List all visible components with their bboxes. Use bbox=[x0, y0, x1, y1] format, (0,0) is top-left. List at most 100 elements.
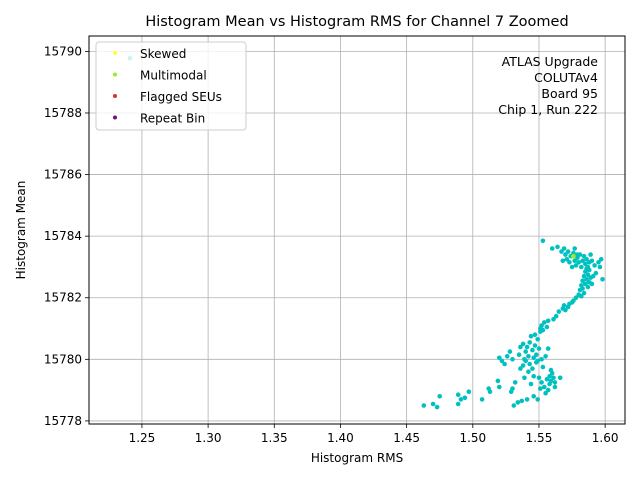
data-point bbox=[495, 378, 501, 384]
data-point bbox=[434, 404, 440, 410]
y-tick-label: 15780 bbox=[44, 352, 82, 366]
grid bbox=[89, 36, 625, 424]
data-point bbox=[571, 298, 576, 304]
x-tick-label: 1.35 bbox=[261, 431, 288, 445]
legend: Skewed Multimodal Flagged SEUs Repeat Bin bbox=[95, 41, 247, 131]
data-point bbox=[549, 246, 555, 251]
data-point bbox=[567, 260, 572, 265]
data-point bbox=[504, 354, 510, 359]
data-point bbox=[561, 246, 567, 251]
data-point bbox=[589, 281, 595, 287]
y-tick-label: 15782 bbox=[44, 291, 82, 305]
data-point bbox=[535, 397, 540, 402]
data-point bbox=[539, 357, 544, 362]
data-point bbox=[557, 375, 563, 381]
data-point bbox=[512, 380, 518, 385]
data-point bbox=[543, 390, 548, 396]
data-point bbox=[579, 264, 584, 270]
data-point bbox=[466, 389, 472, 395]
data-point bbox=[544, 324, 550, 330]
data-point bbox=[572, 258, 577, 264]
data-point bbox=[497, 355, 502, 361]
data-point bbox=[532, 332, 538, 338]
data-point bbox=[545, 387, 551, 393]
data-point bbox=[565, 249, 571, 254]
legend-marker bbox=[113, 51, 117, 55]
data-point bbox=[524, 397, 530, 402]
data-point bbox=[515, 400, 521, 405]
data-point bbox=[583, 261, 588, 267]
data-point bbox=[596, 260, 601, 265]
data-point bbox=[584, 257, 589, 262]
data-point bbox=[497, 384, 502, 390]
data-point bbox=[600, 277, 605, 282]
data-point bbox=[545, 318, 551, 324]
data-point bbox=[547, 374, 552, 379]
data-point bbox=[510, 386, 515, 391]
y-tick-label: 15784 bbox=[44, 229, 82, 243]
x-tick-label: 1.55 bbox=[526, 431, 553, 445]
data-point bbox=[560, 258, 566, 264]
data-point bbox=[528, 333, 534, 339]
data-point bbox=[522, 375, 527, 381]
data-point bbox=[523, 349, 528, 354]
data-point bbox=[437, 394, 443, 399]
data-point bbox=[534, 352, 539, 358]
chart-title: Histogram Mean vs Histogram RMS for Chan… bbox=[145, 14, 568, 30]
data-point bbox=[540, 327, 546, 333]
data-point bbox=[530, 347, 535, 353]
data-point bbox=[575, 255, 580, 260]
data-point bbox=[524, 344, 530, 350]
annotation-line: Chip 1, Run 222 bbox=[498, 102, 598, 117]
data-point bbox=[573, 263, 579, 268]
data-point bbox=[579, 293, 584, 299]
data-point bbox=[536, 346, 542, 351]
data-point bbox=[589, 258, 595, 264]
data-point bbox=[499, 358, 505, 364]
x-tick-label: 1.50 bbox=[459, 431, 486, 445]
data-point bbox=[563, 252, 568, 257]
data-point bbox=[563, 307, 568, 313]
data-point bbox=[592, 263, 597, 268]
data-point bbox=[548, 378, 554, 384]
data-points bbox=[127, 55, 605, 410]
data-point bbox=[510, 357, 515, 362]
data-point bbox=[559, 249, 564, 254]
y-tick-label: 15778 bbox=[44, 414, 82, 428]
data-point bbox=[502, 361, 507, 367]
data-point bbox=[527, 361, 532, 367]
data-point bbox=[581, 273, 587, 279]
data-point bbox=[455, 392, 461, 398]
data-point bbox=[532, 343, 538, 348]
y-axis-label: Histogram Mean bbox=[14, 181, 28, 280]
data-point bbox=[531, 355, 536, 361]
data-point bbox=[585, 272, 591, 278]
data-point bbox=[421, 403, 427, 408]
data-point bbox=[580, 278, 585, 284]
legend-label: Flagged SEUs bbox=[140, 90, 222, 104]
legend-box bbox=[95, 41, 247, 131]
x-tick-label: 1.30 bbox=[195, 431, 222, 445]
data-point bbox=[542, 320, 547, 325]
data-point bbox=[538, 386, 543, 391]
data-point bbox=[540, 364, 546, 370]
data-point bbox=[573, 295, 579, 301]
data-point bbox=[577, 252, 583, 257]
data-point bbox=[516, 352, 522, 358]
data-point bbox=[587, 267, 592, 273]
data-point bbox=[553, 313, 559, 319]
annotation-line: COLUTAv4 bbox=[534, 70, 598, 85]
data-point bbox=[527, 340, 532, 345]
data-point bbox=[572, 246, 577, 251]
data-point bbox=[593, 270, 599, 276]
legend-marker bbox=[113, 72, 117, 77]
data-point bbox=[518, 344, 523, 350]
data-point bbox=[528, 381, 534, 387]
data-point bbox=[545, 346, 551, 351]
legend-marker bbox=[113, 115, 117, 120]
data-point bbox=[507, 349, 513, 354]
data-point bbox=[540, 238, 546, 244]
data-point bbox=[535, 337, 540, 342]
